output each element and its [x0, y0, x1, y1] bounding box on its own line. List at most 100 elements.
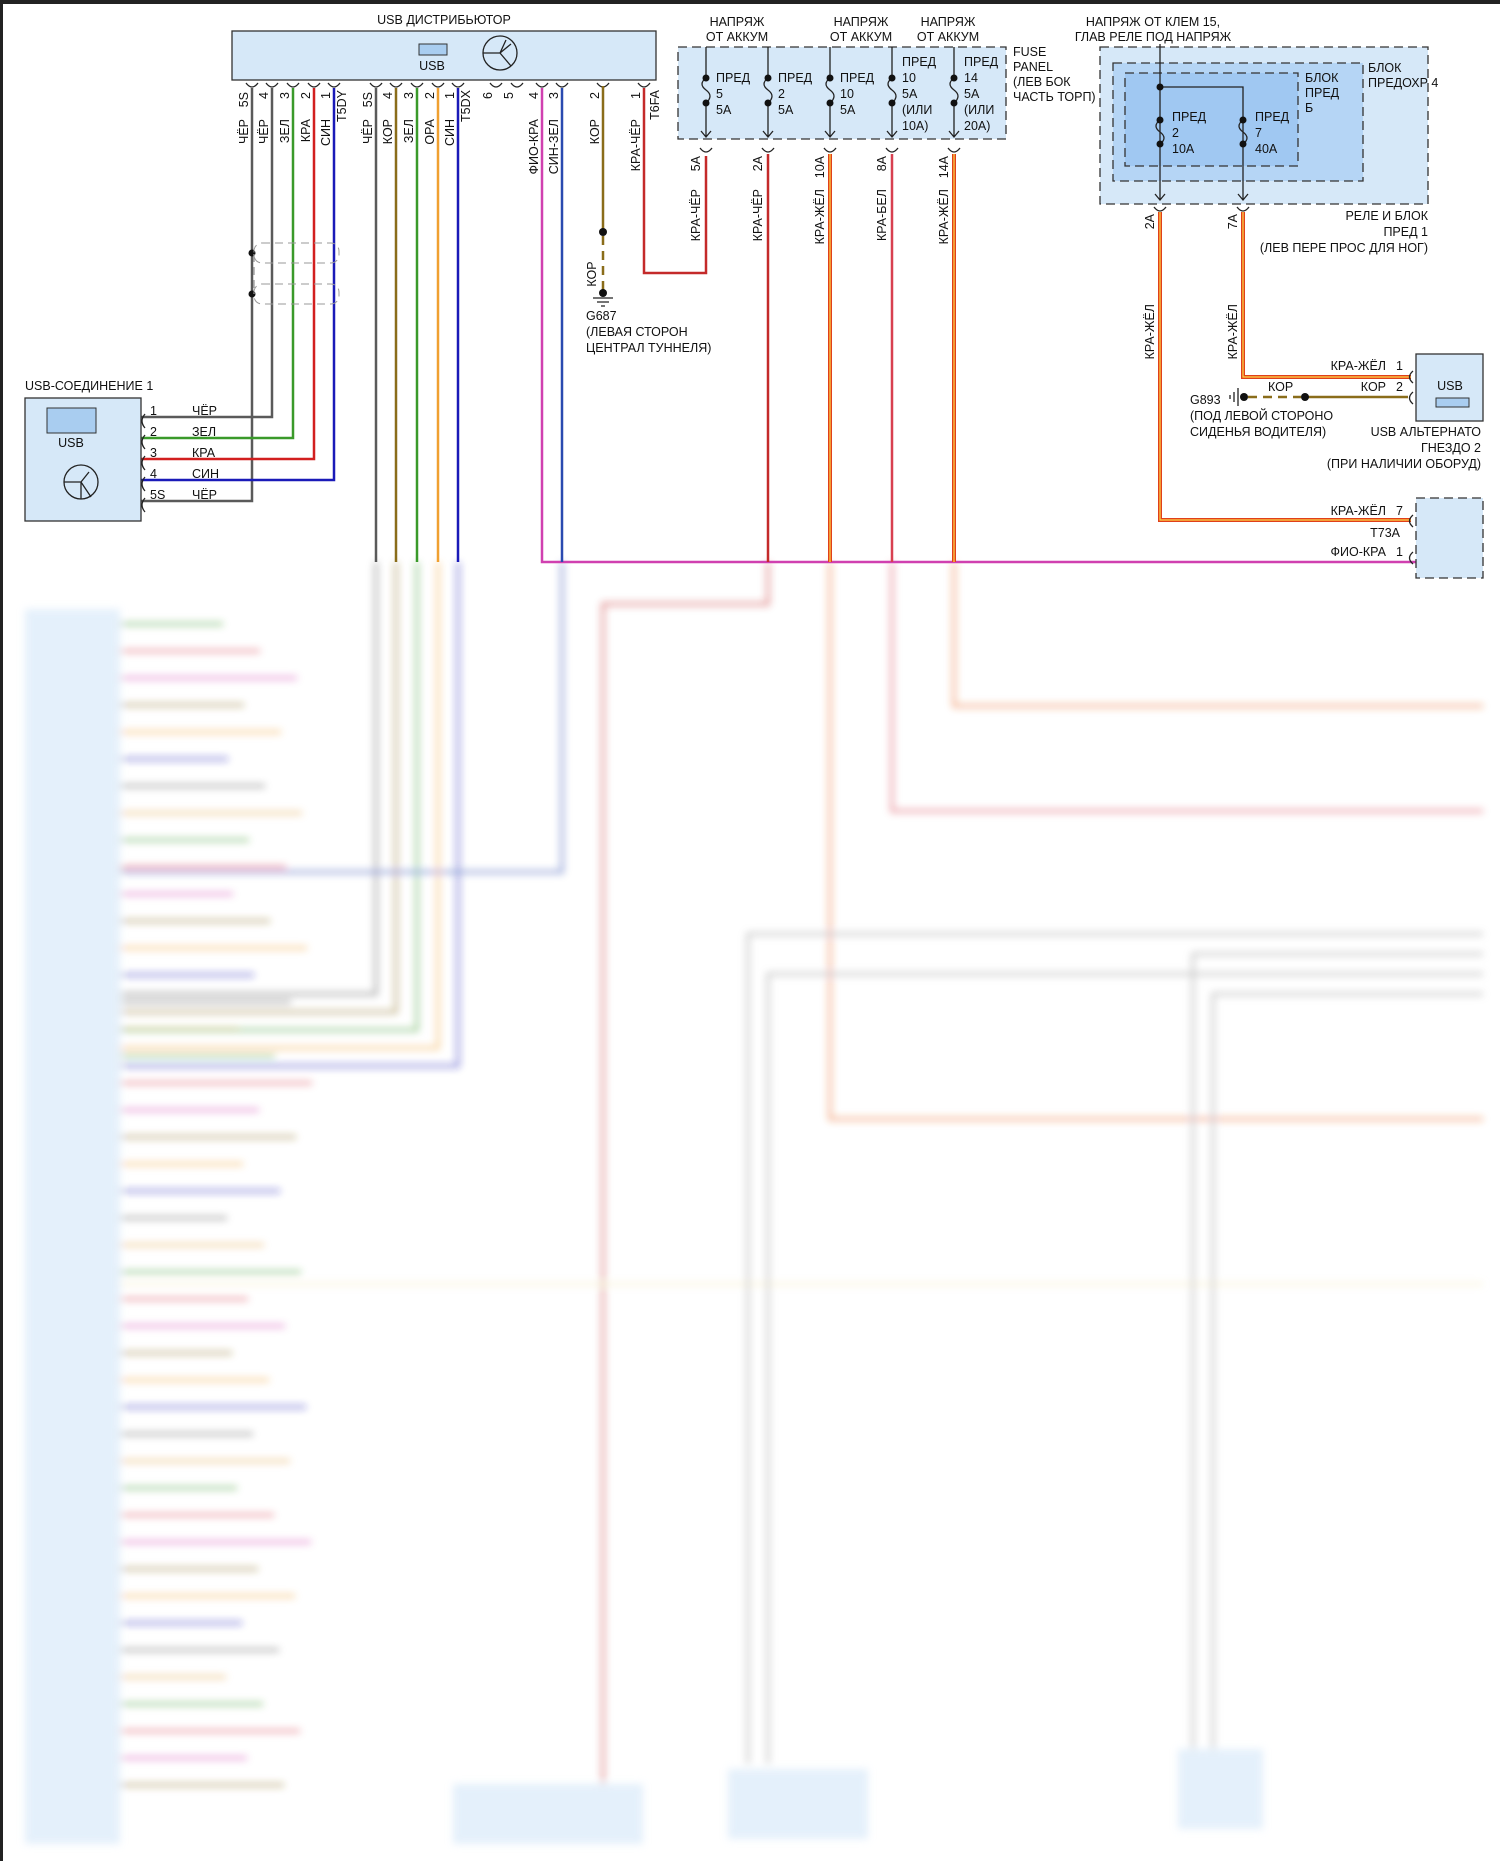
usb1-pin-number: 4 [150, 467, 157, 481]
blurred-wire [120, 562, 440, 1050]
wire-color-label: КРА-ЧЁР [751, 189, 765, 241]
fuse-out-pin: 2A [751, 155, 765, 171]
pin-connector [369, 82, 383, 88]
outer-block-label: РЕЛЕ И БЛОК [1345, 209, 1428, 223]
pin-connector [510, 82, 524, 88]
pin-connector [555, 82, 569, 88]
usb-alt-socket-2: USB КРА-ЖЁЛ 1 КОР 2 USB АЛЬТЕРНАТО ГНЕЗД… [1327, 353, 1484, 471]
usb1-pin-number: 2 [150, 425, 157, 439]
usb1-pin-color: ЗЕЛ [192, 425, 216, 439]
speaker-icon [482, 35, 518, 71]
shield-icon [253, 242, 340, 264]
pin-number: 2 [299, 92, 313, 99]
wire-t5dy-2 [133, 88, 316, 461]
blurred-lower-section [25, 562, 1483, 1844]
fuse-out-pin: 8A [875, 155, 889, 171]
wire-color-label: ЧЁР [361, 119, 375, 144]
outer-block-label-2: ПРЕД 1 [1383, 225, 1428, 239]
blurred-wire [1211, 992, 1483, 1764]
fuse-icon [824, 47, 836, 139]
fuse-label: (ИЛИ [964, 103, 994, 117]
fuse-source-label: НАПРЯЖ [921, 15, 976, 29]
g687-location-1: (ЛЕВАЯ СТОРОН [586, 325, 688, 339]
pin-connector [141, 434, 146, 450]
fuse-label: 14 [964, 71, 978, 85]
wire-color-label: ЧЁР [257, 119, 271, 144]
usb1-pin-color: СИН [192, 467, 219, 481]
pin-number: 1 [443, 92, 457, 99]
fuse-label: 10 [902, 71, 916, 85]
shield-icon [253, 283, 340, 305]
relay-out-pin: 7A [1226, 213, 1240, 229]
usb-alt-label-2: ГНЕЗДО 2 [1421, 441, 1481, 455]
connector-t6fa: T6FA [648, 89, 662, 120]
wire-color-label: СИН [443, 119, 457, 146]
fuse-panel: FUSE PANEL (ЛЕВ БОК ЧАСТЬ ТОРП) [677, 45, 1096, 140]
fuse-out-pin: 10A [813, 155, 827, 178]
fuse-label: ПРЕД [778, 71, 813, 85]
usb-port-icon [418, 43, 448, 56]
fuse-out-pin: 14A [937, 155, 951, 178]
fuse-label: ПРЕД [716, 71, 751, 85]
usb-alt-pin1-color: КРА-ЖЁЛ [1331, 359, 1386, 373]
wire-color-label: КОР [588, 119, 602, 144]
t73a-module: КРА-ЖЁЛ 7 T73A ФИО-КРА 1 [1331, 497, 1484, 579]
fuse-label: 10 [840, 87, 854, 101]
usb-alt-pin1-number: 1 [1396, 359, 1403, 373]
blurred-wire [120, 562, 419, 1032]
wire-color-label: КОР [381, 119, 395, 144]
pin-connector [141, 455, 146, 471]
pin-number: 4 [527, 92, 541, 99]
wiring-diagram-canvas: USB ДИСТРИБЬЮТОР USB 5S ЧЁР 4 ЧЁР 3 ЗЕЛ 2 КРА 1 С… [24, 13, 1484, 1844]
usb1-pin-color: КРА [192, 446, 216, 460]
g687-label: G687 [586, 309, 617, 323]
fuse-icon [886, 47, 898, 139]
pin-connector [327, 82, 341, 88]
usb-connection-1-title: USB-СОЕДИНЕНИЕ 1 [25, 379, 153, 393]
usb1-pin-color: ЧЁР [192, 488, 217, 502]
pin-connector [141, 497, 146, 513]
usb-alt-pin2-color: КОР [1361, 380, 1386, 394]
blurred-wire [120, 562, 564, 874]
usb1-pin-number: 3 [150, 446, 157, 460]
relay-fuse-label: 40A [1255, 142, 1278, 156]
ground-icon [593, 297, 613, 307]
pin-connector [699, 147, 713, 153]
pin-number: 3 [402, 92, 416, 99]
g893-wire-label: КОР [1268, 380, 1293, 394]
fuse-panel-label-2: PANEL [1013, 60, 1053, 74]
fuse-label: 5 [716, 87, 723, 101]
wire-color-label: КРА [299, 118, 313, 142]
pin-connector [885, 147, 899, 153]
pin-connector [535, 82, 549, 88]
pin-connector [286, 82, 300, 88]
relay-fuse-label: ПРЕД [1172, 110, 1207, 124]
outer-block-label-3: (ЛЕВ ПЕРЕ ПРОС ДЛЯ НОГ) [1260, 241, 1428, 255]
pin-number: 3 [278, 92, 292, 99]
wire-color-label: КРА-БЕЛ [875, 189, 889, 241]
fuse-source-label: ОТ АККУМ [830, 30, 892, 44]
g893-location-1: (ПОД ЛЕВОЙ СТОРОНО [1190, 408, 1333, 423]
pin-connector [141, 413, 146, 429]
fuse-panel-label: FUSE [1013, 45, 1046, 59]
wire-color-label: КРА-ЖЁЛ [1143, 304, 1157, 359]
relay-fuse-label: ПРЕД [1255, 110, 1290, 124]
usb1-pin-number: 1 [150, 404, 157, 418]
wire-color-label: ЧЁР [237, 119, 251, 144]
fuse-source-label: ОТ АККУМ [706, 30, 768, 44]
fuse-icon [1237, 119, 1249, 202]
pin-connector [489, 82, 503, 88]
g893-label: G893 [1190, 393, 1221, 407]
pin-number: 2 [423, 92, 437, 99]
pin-number: 1 [319, 92, 333, 99]
pin-connector [245, 82, 259, 88]
usb-connection-1-usb-label: USB [58, 436, 84, 450]
pin-number: 4 [381, 92, 395, 99]
speaker-icon [63, 464, 99, 500]
relay-source-label: НАПРЯЖ ОТ КЛЕМ 15, [1086, 15, 1220, 29]
usb-alt-label-3: (ПРИ НАЛИЧИИ ОБОРУД) [1327, 457, 1481, 471]
pin-number: 4 [257, 92, 271, 99]
fuse-label: 5A [902, 87, 918, 101]
blurred-wire [828, 562, 1483, 1121]
